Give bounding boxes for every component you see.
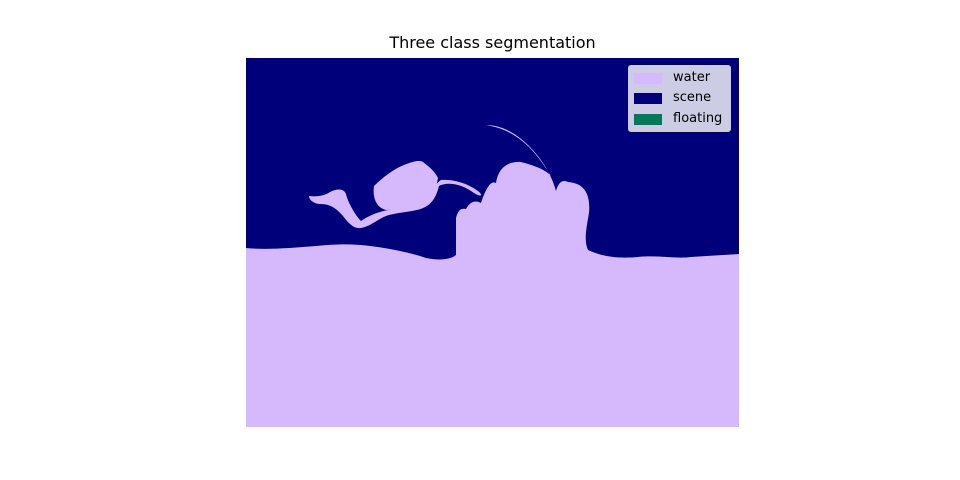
water-island-left [309, 179, 482, 229]
legend-item-water: water [634, 71, 710, 85]
water-region [246, 125, 739, 427]
legend: water scene floating [628, 65, 731, 132]
figure-title: Three class segmentation [389, 33, 596, 52]
water-blob-mid [373, 161, 438, 210]
legend-item-scene: scene [634, 91, 711, 105]
legend-label-water: water [673, 70, 711, 85]
legend-swatch-scene [634, 92, 662, 104]
legend-item-floating: floating [634, 112, 722, 126]
legend-swatch-floating [634, 113, 662, 125]
legend-label-scene: scene [673, 90, 712, 105]
legend-swatch-water [634, 72, 662, 84]
legend-label-floating: floating [673, 111, 723, 126]
